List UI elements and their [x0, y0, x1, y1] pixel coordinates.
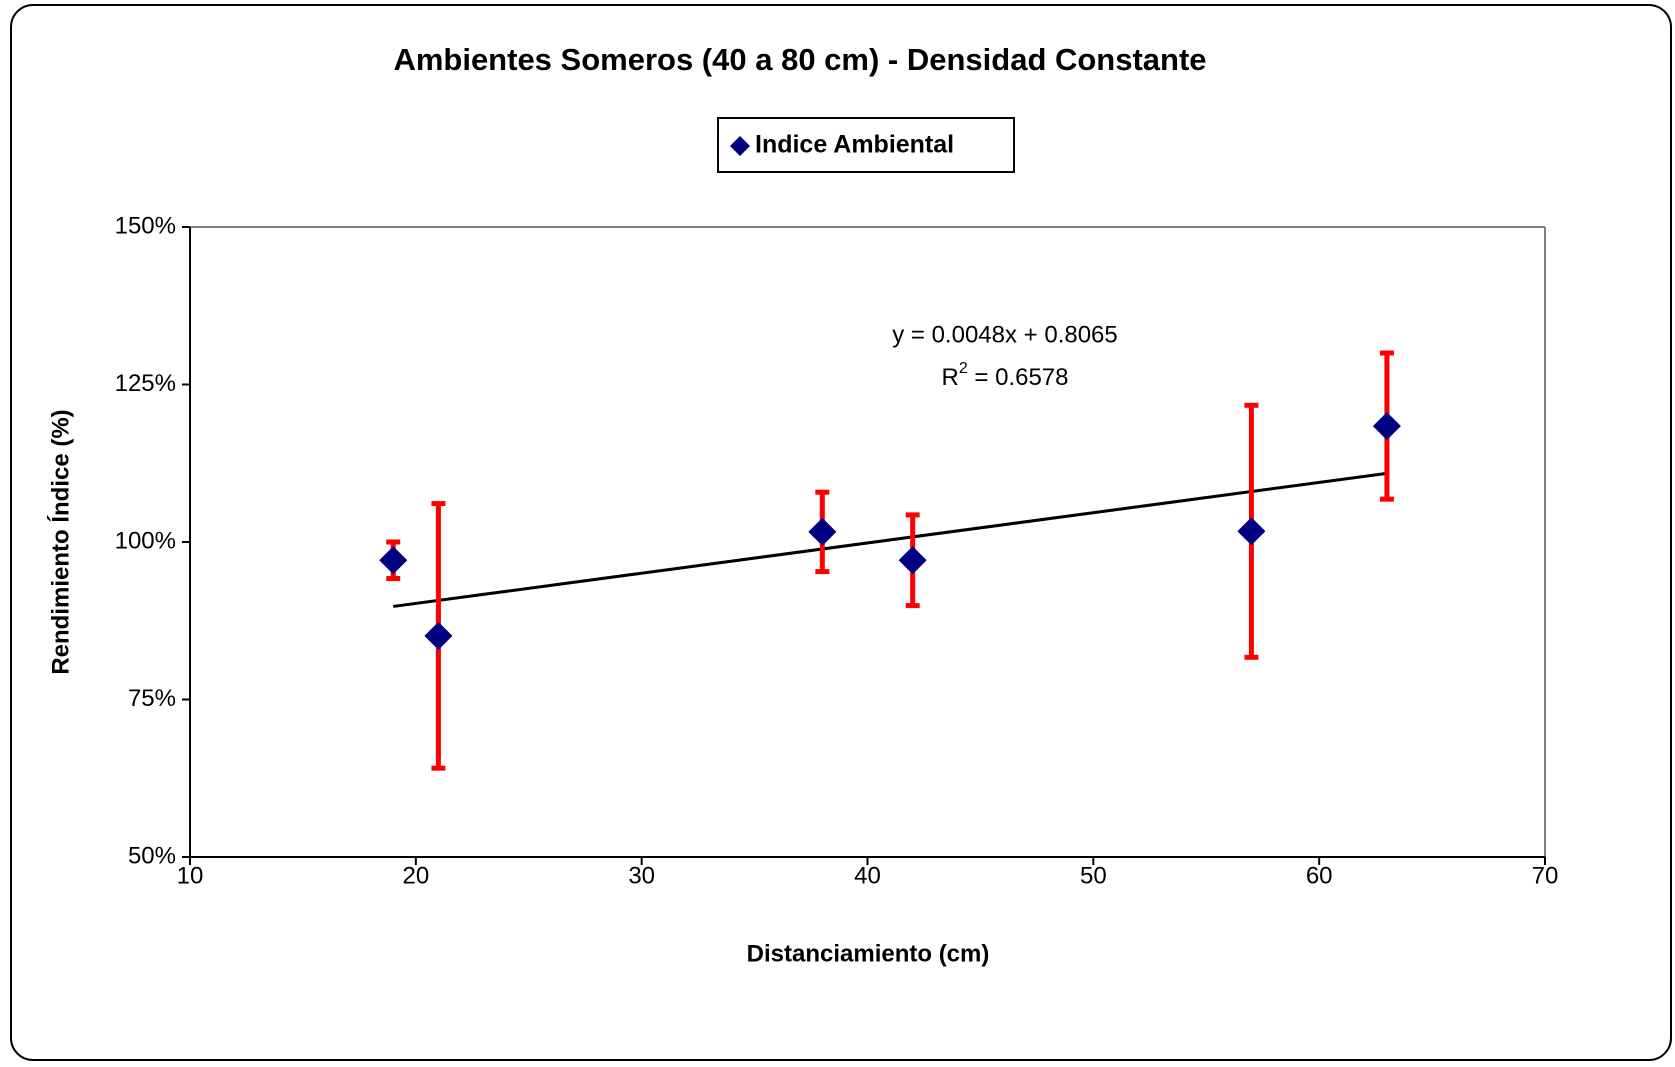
- r2-sup: 2: [959, 360, 968, 377]
- x-tick-label: 10: [177, 862, 204, 889]
- chart-frame: [10, 4, 1672, 1061]
- point: [424, 621, 453, 650]
- trendline-equation: y = 0.0048x + 0.8065: [892, 321, 1118, 348]
- legend-box: [717, 117, 1015, 173]
- trendline: [393, 471, 1388, 608]
- x-tick-label: 20: [402, 862, 429, 889]
- x-tick-label: 40: [854, 862, 881, 889]
- y-tick-label: 100%: [115, 527, 176, 554]
- point: [808, 517, 837, 546]
- y-tick-label: 75%: [128, 685, 176, 712]
- y-tick-label: 125%: [115, 370, 176, 397]
- legend-label: Indice Ambiental: [755, 131, 954, 159]
- x-tick-label: 70: [1532, 862, 1559, 889]
- x-tick-label: 50: [1080, 862, 1107, 889]
- point: [1237, 517, 1266, 546]
- y-tick-label: 150%: [115, 212, 176, 239]
- point: [379, 546, 408, 575]
- trendline-r2: R2 = 0.6578: [941, 360, 1068, 391]
- x-tick-label: 30: [628, 862, 655, 889]
- x-tick-label: 60: [1306, 862, 1333, 889]
- point: [898, 546, 927, 575]
- r2-rest: = 0.6578: [968, 364, 1069, 391]
- legend-marker: [730, 136, 750, 156]
- r2-base: R: [941, 364, 958, 391]
- y-axis-label: Rendimiento Índice (%): [46, 409, 74, 674]
- y-tick-label: 50%: [128, 842, 176, 869]
- point: [1372, 412, 1401, 441]
- x-axis-label: Distanciamiento (cm): [747, 940, 990, 967]
- chart-title: Ambientes Someros (40 a 80 cm) - Densida…: [393, 42, 1206, 77]
